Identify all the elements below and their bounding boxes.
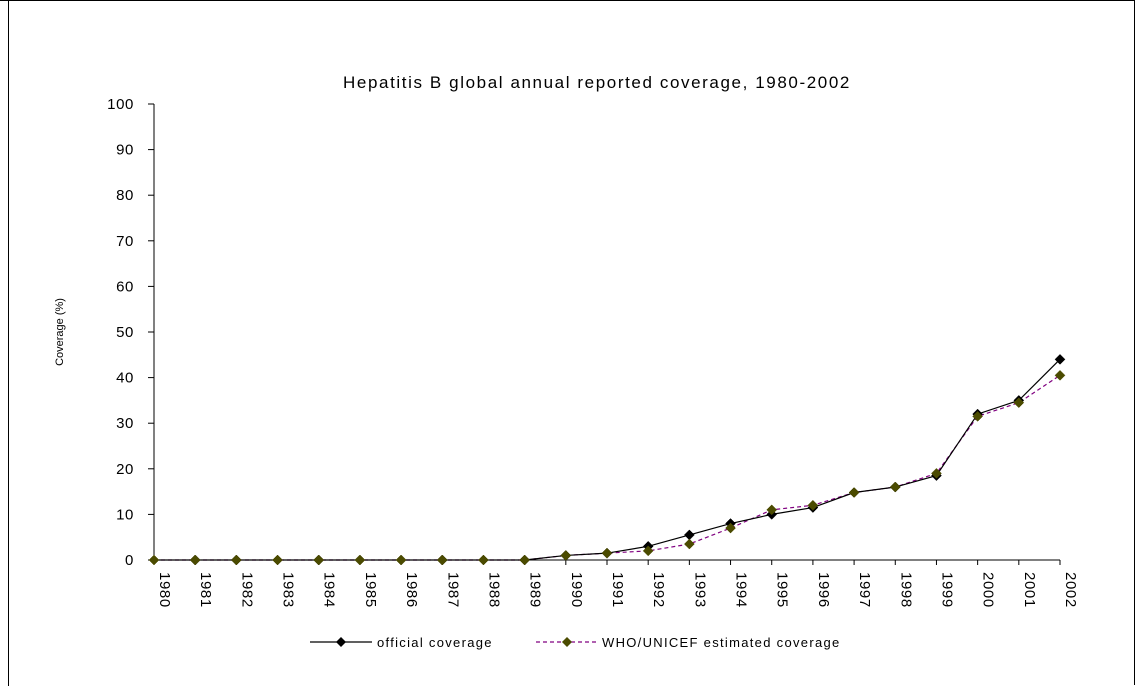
y-tick-label: 60	[116, 278, 134, 295]
series-point-1	[231, 554, 242, 566]
x-tick-label: 2002	[1062, 572, 1079, 608]
y-tick-labels: 0 10 20 30 40 50 60 70 80 90 100	[107, 96, 134, 569]
series-point-1	[272, 554, 283, 566]
chart-title: Hepatitis B global annual reported cover…	[343, 73, 851, 92]
series-point-1	[313, 554, 325, 566]
series-point-1	[354, 554, 366, 566]
series-point-1	[601, 547, 613, 559]
chart-frame-left-edge	[8, 0, 9, 686]
series-line-1	[154, 374, 1061, 561]
series-point-0	[1054, 354, 1066, 365]
axes	[148, 103, 1061, 565]
legend-marker-estimated	[562, 637, 572, 647]
y-tick-label: 100	[107, 96, 134, 113]
x-tick-label: 1990	[568, 572, 585, 608]
x-tick-label: 1988	[485, 572, 502, 608]
y-tick-label: 0	[125, 552, 134, 569]
x-tick-label: 1984	[321, 572, 338, 608]
series-line-0	[154, 358, 1061, 561]
series-point-1	[189, 554, 201, 566]
y-tick-label: 90	[116, 142, 134, 159]
y-tick-label: 30	[116, 415, 134, 432]
series-point-1	[972, 411, 983, 422]
series-point-1	[684, 538, 695, 550]
y-tick-label: 40	[116, 370, 134, 387]
x-tick-label: 1982	[238, 572, 255, 608]
y-tick-label: 70	[116, 233, 134, 250]
x-tick-label: 1994	[733, 572, 750, 608]
series-point-1	[766, 504, 778, 516]
series-point-1	[1054, 369, 1066, 381]
x-tick-label: 1997	[856, 572, 873, 608]
legend-marker-official	[336, 637, 346, 647]
series-point-1	[395, 554, 407, 566]
y-tick-label: 80	[116, 187, 134, 204]
x-tick-label: 1986	[403, 572, 420, 608]
x-tick-label: 1980	[156, 572, 173, 608]
series-point-1	[725, 522, 736, 534]
legend-label-estimated: WHO/UNICEF estimated coverage	[602, 635, 841, 650]
y-tick-label: 50	[116, 324, 134, 341]
series-point-1	[478, 554, 489, 566]
x-tick-label: 1981	[197, 572, 214, 608]
series-point-1	[560, 550, 572, 561]
y-axis-label: Coverage (%)	[54, 298, 66, 366]
x-tick-label: 1996	[815, 572, 832, 608]
series-point-1	[889, 481, 901, 493]
x-tick-label: 1983	[280, 572, 297, 608]
x-tick-label: 1989	[527, 572, 544, 608]
legend-label-official: official coverage	[377, 635, 493, 650]
series-point-1	[519, 554, 530, 566]
x-tick-label: 1993	[691, 572, 708, 608]
series-point-1	[148, 554, 160, 566]
series-point-1	[807, 499, 819, 511]
x-tick-label: 1992	[650, 572, 667, 608]
x-tick-label: 1987	[444, 572, 461, 608]
y-tick-label: 10	[116, 506, 134, 523]
x-tick-labels: 1980 1981 1982 1983 1984 1985 1986 1987 1988 1989…	[156, 572, 1079, 608]
x-tick-label: 1985	[362, 572, 379, 608]
series-point-1	[1013, 397, 1025, 409]
x-tick-label: 2000	[980, 572, 997, 608]
x-tick-label: 1999	[938, 572, 955, 608]
x-tick-label: 2001	[1021, 572, 1038, 608]
series-point-1	[642, 545, 654, 557]
series-group	[148, 354, 1066, 566]
x-tick-label: 1998	[897, 572, 914, 608]
x-tick-label: 1995	[774, 572, 791, 608]
x-tick-label: 1991	[609, 572, 626, 608]
legend: official coverage WHO/UNICEF estimated co…	[310, 635, 841, 650]
series-point-1	[931, 468, 942, 479]
series-point-1	[436, 554, 448, 566]
series-point-1	[848, 487, 860, 498]
y-tick-label: 20	[116, 461, 134, 478]
series-point-0	[684, 529, 695, 541]
